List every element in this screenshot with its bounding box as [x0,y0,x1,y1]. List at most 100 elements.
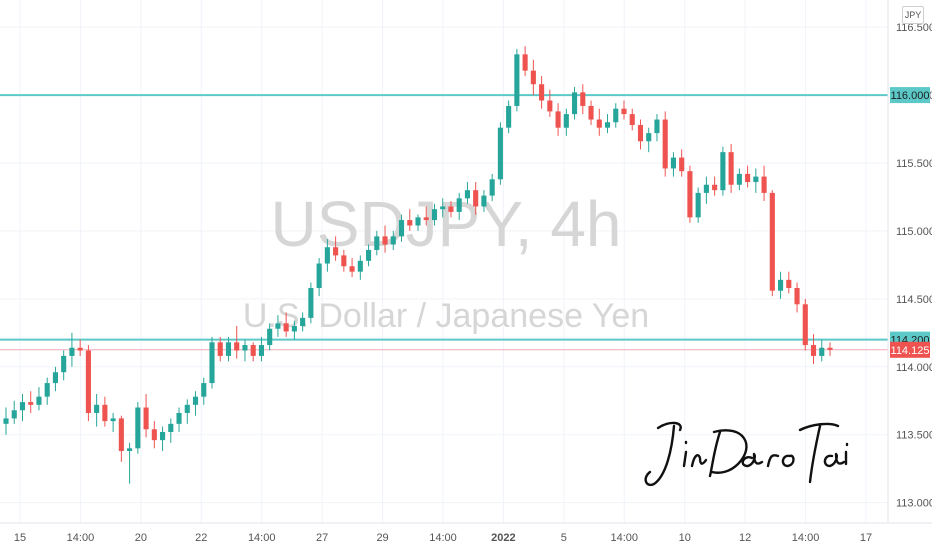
candle-body [514,54,520,106]
candle-body [374,236,380,250]
candle-body [333,247,339,256]
candle-body [637,124,644,142]
x-tick-label: 2022 [491,532,515,544]
candle-body [662,119,668,169]
y-tick-label: 115.500 [896,158,932,170]
candle-body [283,323,289,332]
candle-body [192,396,199,405]
grid-lines [0,0,888,523]
level-price-box [890,87,930,104]
candle-body [44,383,50,397]
candle-body [275,323,281,329]
candle-body [646,133,652,142]
y-tick-label: 113.500 [896,430,932,442]
candle-body [703,184,709,193]
candle-body [588,105,594,120]
candle-body [176,412,182,424]
candle-body [431,209,438,221]
candle-body [580,92,586,106]
candle-body [234,342,240,351]
candle-body [464,190,470,199]
x-tick-label: 15 [14,532,26,544]
x-tick-label: 22 [195,532,207,544]
x-tick-label: 14:00 [792,532,820,544]
y-tick-label: 114.500 [896,294,932,306]
candle-body [720,152,726,191]
candle-body [36,396,42,405]
y-tick-label: 115.000 [896,226,932,238]
candle-body [613,108,619,123]
candle-body [349,266,355,272]
level-price-label: 116.000 [891,90,930,102]
candle-body [555,111,561,128]
candle-body [143,407,149,430]
candle-body [300,317,306,327]
x-tick-label: 12 [739,532,751,544]
candle-body [217,342,223,356]
candle-body [778,279,784,291]
candle-body [712,184,718,191]
current-price-box [890,341,930,358]
candle-body [654,119,660,134]
candle-body [168,423,174,432]
candle-body [745,173,751,183]
candle-body [547,100,553,112]
time-axis[interactable]: 15 14:00 20 22 14:00 27 29 14:00 2022 5 14:00 10 12 1… [14,532,872,544]
y-tick-label: 116.500 [896,22,932,34]
candle-body [110,418,116,422]
candle-body [506,105,512,128]
candle-body [151,429,157,441]
candle-body [242,345,248,351]
current-price-label: 114.125 [891,345,930,357]
candle-body [794,287,800,305]
candle-body [127,448,133,452]
horizontal-levels[interactable] [0,94,888,351]
candle-body [423,217,429,221]
candle-body [530,70,536,85]
candle-body [736,173,742,185]
x-tick-label: 14:00 [429,532,457,544]
candle-body [440,206,446,210]
candle-body [184,404,190,413]
candle-body [316,263,322,288]
candle-body [201,383,207,397]
x-tick-label: 14:00 [67,532,95,544]
candle-body [819,347,825,356]
x-tick-label: 5 [561,532,567,544]
candle-body [596,119,602,128]
watermark: USDJPY, 4h U.S. Dollar / Japanese Yen [243,188,649,335]
candle-body [61,355,67,373]
candle-body [572,92,578,115]
candle-body [267,328,273,346]
candle-body [308,287,314,318]
x-tick-label: 10 [679,532,691,544]
candle-body [810,345,817,356]
candle-body [11,410,17,419]
candle-body [77,347,83,351]
x-tick-label: 17 [860,532,872,544]
x-tick-label: 27 [316,532,328,544]
candle-body [456,198,462,212]
candle-body [69,347,75,356]
signature-logo [644,421,849,487]
candle-body [473,190,479,207]
candle-body [497,127,503,180]
candle-body [728,152,734,185]
candle-body [85,350,91,413]
candle-body [407,220,413,226]
candle-body [258,345,264,356]
candle-body [94,404,100,413]
candle-body [398,220,405,237]
y-tick-label: 113.000 [896,498,932,510]
candle-body [802,304,808,346]
candle-body [687,171,693,218]
candle-body [786,279,792,288]
candle-body [670,157,676,169]
candle-body [695,192,701,218]
candle-body [135,407,141,449]
candle-body [341,255,347,267]
candles [3,46,833,484]
currency-button[interactable]: JPY [902,6,924,24]
candle-body [382,236,388,245]
